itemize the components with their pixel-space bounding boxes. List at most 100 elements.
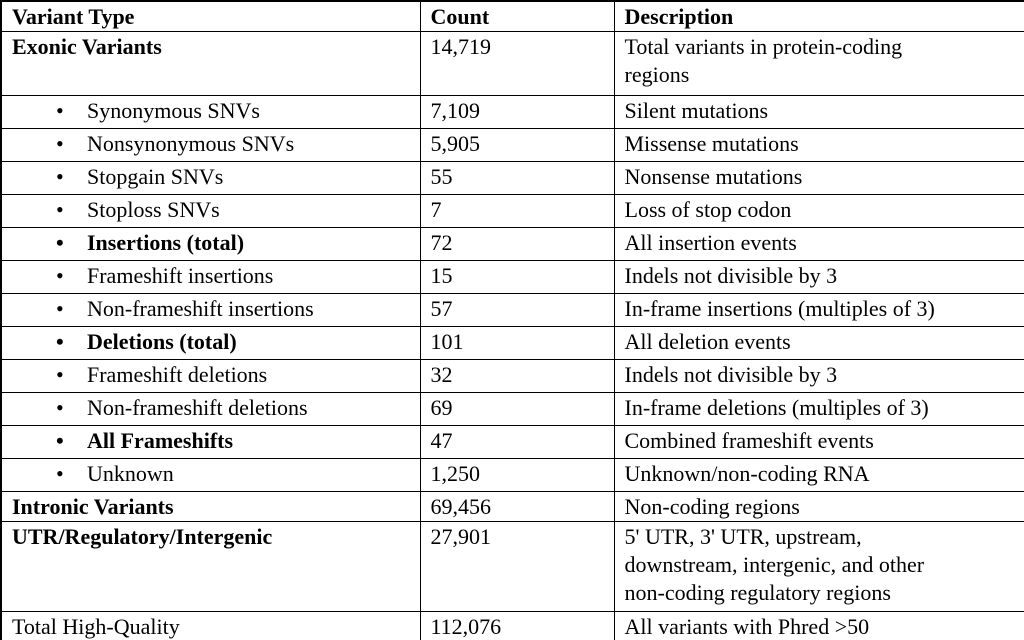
variant-count-cell: 57 [419, 293, 615, 327]
variant-type-cell: UTR/Regulatory/Intergenic [0, 521, 421, 612]
bullet-icon: • [56, 329, 64, 354]
variant-count-cell: 47 [419, 425, 615, 459]
variant-count-cell: 27,901 [419, 521, 615, 612]
variant-count-cell: 69 [419, 392, 615, 426]
table-header: Variant Type Count Description [0, 0, 1024, 32]
variant-type-label: Total High-Quality [12, 614, 180, 639]
variant-description-cell: Total variants in protein-coding regions [613, 31, 1024, 96]
variant-description-cell: Indels not divisible by 3 [613, 359, 1024, 393]
variant-count-cell: 7 [419, 194, 615, 228]
bullet-icon: • [56, 164, 64, 189]
variant-type-label: Insertions (total) [87, 230, 245, 255]
variant-count-cell: 15 [419, 260, 615, 294]
variant-type-label: Intronic Variants [12, 494, 174, 519]
table-row: • Synonymous SNVs 7,109 Silent mutations [0, 95, 1024, 129]
bullet-icon: • [56, 230, 64, 255]
variant-type-cell: • Frameshift insertions [0, 260, 421, 294]
variant-description-cell: In-frame deletions (multiples of 3) [613, 392, 1024, 426]
variant-description-cell: All variants with Phred >50 [613, 611, 1024, 640]
bullet-icon: • [56, 197, 64, 222]
table-row: • Frameshift deletions 32 Indels not divi… [0, 359, 1024, 393]
table-row: Exonic Variants 14,719 Total variants in… [0, 31, 1024, 96]
variant-type-label: Non-frameshift insertions [87, 296, 314, 321]
variant-description-cell: Combined frameshift events [613, 425, 1024, 459]
table-row: • Frameshift insertions 15 Indels not div… [0, 260, 1024, 294]
variant-count-cell: 32 [419, 359, 615, 393]
variant-type-cell: • Non-frameshift insertions [0, 293, 421, 327]
variant-description-cell: All insertion events [613, 227, 1024, 261]
variant-description-cell: Silent mutations [613, 95, 1024, 129]
bullet-icon: • [56, 395, 64, 420]
variant-type-label: Synonymous SNVs [87, 98, 260, 123]
variant-count-cell: 55 [419, 161, 615, 195]
table-row: Total High-Quality 112,076 All variants … [0, 611, 1024, 640]
variant-type-cell: • Frameshift deletions [0, 359, 421, 393]
variant-type-label: UTR/Regulatory/Intergenic [12, 524, 273, 549]
column-header-description: Description [613, 0, 1024, 32]
variant-type-cell: • Nonsynonymous SNVs [0, 128, 421, 162]
table-row: • Stoploss SNVs 7 Loss of stop codon [0, 194, 1024, 228]
bullet-icon: • [56, 428, 64, 453]
variant-description-cell: In-frame insertions (multiples of 3) [613, 293, 1024, 327]
variant-type-cell: • Insertions (total) [0, 227, 421, 261]
variant-description-cell: All deletion events [613, 326, 1024, 360]
column-header-variant-type: Variant Type [0, 0, 421, 32]
variant-description-cell: Nonsense mutations [613, 161, 1024, 195]
table-row: Intronic Variants 69,456 Non-coding regi… [0, 491, 1024, 522]
variant-type-label: Deletions (total) [87, 329, 237, 354]
header-row: Variant Type Count Description [0, 0, 1024, 32]
variant-description-cell: Unknown/non-coding RNA [613, 458, 1024, 492]
table-row: • All Frameshifts 47 Combined frameshift … [0, 425, 1024, 459]
variant-type-label: Frameshift insertions [87, 263, 274, 288]
variant-type-label: Exonic Variants [12, 34, 162, 59]
variant-type-cell: • Stopgain SNVs [0, 161, 421, 195]
variant-count-cell: 101 [419, 326, 615, 360]
variant-count-cell: 69,456 [419, 491, 615, 522]
variant-count-cell: 14,719 [419, 31, 615, 96]
variant-type-cell: • Deletions (total) [0, 326, 421, 360]
variant-type-cell: Intronic Variants [0, 491, 421, 522]
variant-count-cell: 5,905 [419, 128, 615, 162]
variant-type-cell: • All Frameshifts [0, 425, 421, 459]
table-row: • Non-frameshift insertions 57 In-frame i… [0, 293, 1024, 327]
column-header-count: Count [419, 0, 615, 32]
variant-type-cell: • Non-frameshift deletions [0, 392, 421, 426]
variant-description-cell: Non-coding regions [613, 491, 1024, 522]
bullet-icon: • [56, 362, 64, 387]
variant-type-cell: • Synonymous SNVs [0, 95, 421, 129]
variant-description-cell: Loss of stop codon [613, 194, 1024, 228]
bullet-icon: • [56, 296, 64, 321]
table-row: • Non-frameshift deletions 69 In-frame de… [0, 392, 1024, 426]
variant-type-label: Nonsynonymous SNVs [87, 131, 295, 156]
variant-type-label: Frameshift deletions [87, 362, 268, 387]
variant-type-label: Non-frameshift deletions [87, 395, 308, 420]
table-row: UTR/Regulatory/Intergenic 27,901 5' UTR,… [0, 521, 1024, 612]
variant-type-cell: Total High-Quality [0, 611, 421, 640]
variant-count-cell: 1,250 [419, 458, 615, 492]
table-row: • Unknown 1,250 Unknown/non-coding RNA [0, 458, 1024, 492]
variant-type-cell: Exonic Variants [0, 31, 421, 96]
variant-description-cell: 5' UTR, 3' UTR, upstream, downstream, in… [613, 521, 1024, 612]
variant-type-label: All Frameshifts [87, 428, 234, 453]
variant-type-label: Stopgain SNVs [87, 164, 224, 189]
bullet-icon: • [56, 98, 64, 123]
bullet-icon: • [56, 461, 64, 486]
bullet-icon: • [56, 263, 64, 288]
variant-type-label: Stoploss SNVs [87, 197, 220, 222]
table-row: • Deletions (total) 101 All deletion even… [0, 326, 1024, 360]
variant-description-cell: Missense mutations [613, 128, 1024, 162]
bullet-icon: • [56, 131, 64, 156]
table-row: • Stopgain SNVs 55 Nonsense mutations [0, 161, 1024, 195]
variant-type-cell: • Unknown [0, 458, 421, 492]
variant-count-cell: 112,076 [419, 611, 615, 640]
variant-type-cell: • Stoploss SNVs [0, 194, 421, 228]
variant-description-cell: Indels not divisible by 3 [613, 260, 1024, 294]
variant-type-label: Unknown [87, 461, 174, 486]
variant-count-cell: 7,109 [419, 95, 615, 129]
table-row: • Nonsynonymous SNVs 5,905 Missense mutat… [0, 128, 1024, 162]
table-row: • Insertions (total) 72 All insertion eve… [0, 227, 1024, 261]
table-body: Exonic Variants 14,719 Total variants in… [0, 31, 1024, 640]
variant-count-cell: 72 [419, 227, 615, 261]
